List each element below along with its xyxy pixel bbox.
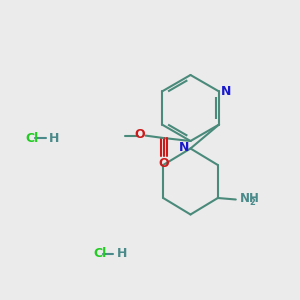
Text: O: O <box>158 157 169 170</box>
Text: 2: 2 <box>250 198 256 207</box>
Text: Cl: Cl <box>93 247 106 260</box>
Text: H: H <box>116 247 127 260</box>
Text: N: N <box>179 141 189 154</box>
Text: NH: NH <box>239 192 259 205</box>
Text: Cl: Cl <box>26 131 39 145</box>
Text: O: O <box>134 128 145 142</box>
Text: N: N <box>220 85 231 98</box>
Text: H: H <box>49 131 59 145</box>
